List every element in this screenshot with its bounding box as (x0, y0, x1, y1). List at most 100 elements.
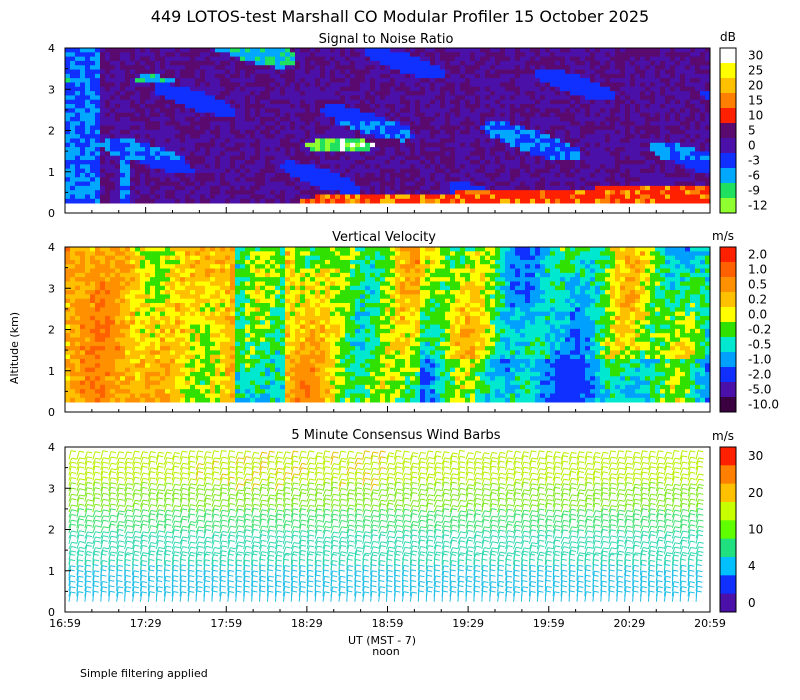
heatmap-cell (455, 117, 460, 122)
heatmap-cell (530, 61, 535, 66)
heatmap-cell (390, 138, 395, 143)
heatmap-cell (670, 169, 675, 174)
heatmap-cell (695, 87, 700, 92)
heatmap-cell (645, 57, 650, 62)
heatmap-cell (155, 143, 160, 148)
heatmap-cell (65, 316, 70, 321)
heatmap-cell (385, 177, 390, 182)
heatmap-cell (415, 95, 420, 100)
heatmap-cell (455, 100, 460, 105)
heatmap-cell (265, 91, 270, 96)
heatmap-cell (85, 113, 90, 118)
heatmap-cell (530, 78, 535, 83)
heatmap-cell (600, 160, 605, 165)
heatmap-cell (660, 134, 665, 139)
heatmap-cell (365, 100, 370, 105)
heatmap-cell (465, 48, 470, 53)
heatmap-cell (385, 61, 390, 66)
heatmap-cell (505, 74, 510, 79)
heatmap-cell (505, 151, 510, 156)
heatmap-cell (145, 100, 150, 105)
heatmap-cell (75, 194, 80, 199)
heatmap-cell (615, 61, 620, 66)
heatmap-cell (450, 160, 455, 165)
heatmap-cell (230, 48, 235, 53)
heatmap-cell (250, 82, 255, 87)
heatmap-cell (350, 117, 355, 122)
heatmap-cell (145, 160, 150, 165)
heatmap-cell (290, 173, 295, 178)
heatmap-cell (685, 48, 690, 53)
heatmap-cell (260, 156, 265, 161)
y-tick-label: 1 (48, 166, 55, 179)
heatmap-cell (90, 48, 95, 53)
heatmap-cell (125, 143, 130, 148)
heatmap-cell (275, 104, 280, 109)
heatmap-cell (660, 70, 665, 75)
heatmap-cell (585, 104, 590, 109)
heatmap-cell (505, 138, 510, 143)
heatmap-cell (325, 48, 330, 53)
heatmap-cell (155, 164, 160, 169)
heatmap-cell (620, 100, 625, 105)
colorbar-label: 15 (748, 94, 763, 108)
heatmap-cell (360, 117, 365, 122)
heatmap-cell (160, 48, 165, 53)
heatmap-cell (125, 65, 130, 70)
heatmap-cell (575, 108, 580, 113)
heatmap-cell (695, 151, 700, 156)
heatmap-cell (95, 108, 100, 113)
heatmap-cell (545, 169, 550, 174)
heatmap-cell (70, 95, 75, 100)
heatmap-cell (385, 121, 390, 126)
heatmap-cell (520, 194, 525, 199)
heatmap-cell (360, 126, 365, 131)
heatmap-cell (370, 121, 375, 126)
heatmap-cell (170, 87, 175, 92)
heatmap-cell (585, 134, 590, 139)
heatmap-cell (90, 138, 95, 143)
heatmap-cell (135, 194, 140, 199)
heatmap-cell (260, 100, 265, 105)
heatmap-cell (695, 134, 700, 139)
heatmap-cell (70, 333, 75, 338)
heatmap-cell (370, 173, 375, 178)
heatmap-cell (690, 82, 695, 87)
heatmap-cell (240, 104, 245, 109)
heatmap-cell (670, 87, 675, 92)
heatmap-cell (340, 194, 345, 199)
heatmap-cell (160, 199, 165, 204)
heatmap-cell (555, 190, 560, 195)
heatmap-cell (90, 121, 95, 126)
heatmap-cell (310, 173, 315, 178)
heatmap-cell (85, 177, 90, 182)
heatmap-cell (335, 100, 340, 105)
heatmap-cell (180, 134, 185, 139)
heatmap-cell (370, 199, 375, 204)
heatmap-cell (575, 70, 580, 75)
heatmap-cell (580, 95, 585, 100)
heatmap-cell (560, 169, 565, 174)
heatmap-cell (130, 70, 135, 75)
heatmap-cell (565, 169, 570, 174)
heatmap-cell (535, 126, 540, 131)
heatmap-cell (300, 164, 305, 169)
heatmap-cell (595, 199, 600, 204)
heatmap-cell (470, 173, 475, 178)
heatmap-cell (580, 121, 585, 126)
heatmap-cell (365, 182, 370, 187)
heatmap-cell (135, 126, 140, 131)
heatmap-cell (165, 70, 170, 75)
heatmap-cell (670, 194, 675, 199)
heatmap-cell (585, 138, 590, 143)
heatmap-cell (395, 164, 400, 169)
heatmap-cell (75, 199, 80, 204)
heatmap-cell (475, 108, 480, 113)
heatmap-cell (125, 87, 130, 92)
heatmap-cell (250, 134, 255, 139)
heatmap-cell (495, 48, 500, 53)
heatmap-cell (445, 52, 450, 57)
heatmap-cell (350, 65, 355, 70)
heatmap-cell (415, 182, 420, 187)
